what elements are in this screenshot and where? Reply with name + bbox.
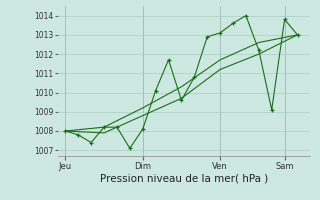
X-axis label: Pression niveau de la mer( hPa ): Pression niveau de la mer( hPa ) [100,173,268,183]
